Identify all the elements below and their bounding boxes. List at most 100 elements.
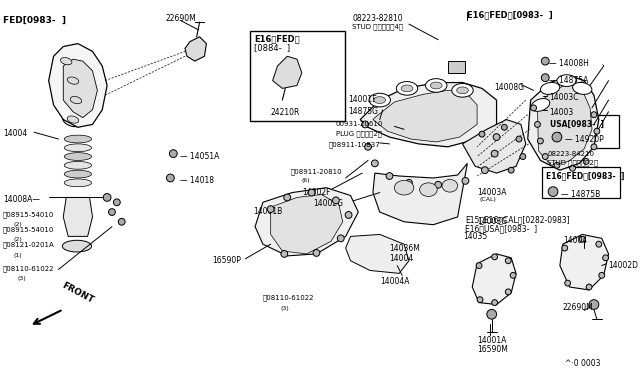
Circle shape bbox=[284, 194, 291, 201]
Text: 14003G: 14003G bbox=[477, 217, 508, 226]
Text: 08223-84210: 08223-84210 bbox=[547, 151, 594, 157]
Polygon shape bbox=[271, 195, 343, 254]
Text: (3): (3) bbox=[280, 305, 289, 311]
Circle shape bbox=[406, 179, 412, 186]
Circle shape bbox=[548, 187, 558, 196]
Ellipse shape bbox=[394, 180, 414, 195]
Text: (CAL): (CAL) bbox=[479, 198, 496, 202]
Polygon shape bbox=[346, 234, 409, 273]
Circle shape bbox=[166, 174, 174, 182]
Polygon shape bbox=[63, 59, 97, 118]
Circle shape bbox=[479, 131, 485, 137]
Text: 14002D: 14002D bbox=[609, 261, 639, 270]
Text: 14004: 14004 bbox=[3, 129, 27, 138]
Circle shape bbox=[589, 300, 599, 310]
Circle shape bbox=[113, 199, 120, 206]
Circle shape bbox=[552, 132, 562, 142]
Ellipse shape bbox=[401, 85, 413, 92]
Circle shape bbox=[542, 154, 548, 160]
Circle shape bbox=[508, 167, 514, 173]
Circle shape bbox=[492, 150, 498, 157]
Circle shape bbox=[477, 297, 483, 302]
Text: E15，E16（CAL）[0282-0983]: E15，E16（CAL）[0282-0983] bbox=[465, 215, 570, 224]
Circle shape bbox=[487, 310, 497, 319]
Polygon shape bbox=[560, 234, 609, 290]
Circle shape bbox=[492, 300, 497, 305]
Text: E16（FED）[0983-  ]: E16（FED）[0983- ] bbox=[546, 171, 625, 180]
Circle shape bbox=[596, 241, 602, 247]
Ellipse shape bbox=[452, 84, 473, 97]
Circle shape bbox=[109, 209, 115, 215]
Text: 14004A: 14004A bbox=[380, 277, 409, 286]
Circle shape bbox=[476, 263, 482, 269]
Text: FRONT: FRONT bbox=[60, 280, 95, 305]
Text: STUD スタッド（2）: STUD スタッド（2） bbox=[547, 160, 598, 166]
Text: FED[0983-  ]: FED[0983- ] bbox=[3, 16, 66, 25]
Ellipse shape bbox=[557, 75, 577, 86]
Ellipse shape bbox=[62, 240, 92, 252]
Text: (2): (2) bbox=[13, 222, 22, 227]
Polygon shape bbox=[273, 56, 302, 89]
Circle shape bbox=[586, 284, 592, 290]
Ellipse shape bbox=[67, 77, 79, 84]
Text: E16（FED）: E16（FED） bbox=[254, 34, 300, 43]
Circle shape bbox=[516, 136, 522, 142]
Text: 24210R: 24210R bbox=[271, 108, 300, 117]
Text: 22690M: 22690M bbox=[563, 302, 593, 312]
Ellipse shape bbox=[65, 93, 86, 107]
Text: 08223-82810: 08223-82810 bbox=[353, 15, 403, 23]
Text: — 14875B: — 14875B bbox=[561, 190, 600, 199]
Circle shape bbox=[493, 134, 500, 141]
Text: 16590P: 16590P bbox=[212, 256, 241, 265]
Ellipse shape bbox=[64, 161, 92, 169]
Ellipse shape bbox=[531, 99, 550, 111]
Circle shape bbox=[599, 272, 605, 278]
Text: — 14008H: — 14008H bbox=[549, 59, 589, 68]
Text: 14036M: 14036M bbox=[390, 244, 420, 253]
Circle shape bbox=[506, 289, 511, 295]
Circle shape bbox=[170, 150, 177, 157]
Text: ⓝ08911-10837: ⓝ08911-10837 bbox=[329, 141, 381, 148]
Circle shape bbox=[506, 258, 511, 264]
Circle shape bbox=[371, 160, 378, 167]
Bar bbox=[448, 61, 465, 73]
Circle shape bbox=[118, 218, 125, 225]
Text: E16（USA）[0983-  ]: E16（USA）[0983- ] bbox=[465, 225, 538, 234]
Ellipse shape bbox=[426, 78, 447, 92]
Polygon shape bbox=[373, 163, 467, 225]
Circle shape bbox=[554, 163, 560, 168]
Text: 14003: 14003 bbox=[549, 108, 573, 117]
Text: ⒱08121-0201A: ⒱08121-0201A bbox=[3, 241, 54, 248]
Circle shape bbox=[435, 182, 442, 188]
Polygon shape bbox=[463, 119, 526, 173]
Ellipse shape bbox=[442, 179, 458, 192]
Ellipse shape bbox=[369, 93, 390, 107]
Polygon shape bbox=[63, 198, 93, 236]
Circle shape bbox=[564, 280, 571, 286]
Text: E16（FED）[0983-  ]: E16（FED）[0983- ] bbox=[467, 10, 553, 19]
Ellipse shape bbox=[64, 135, 92, 143]
Text: STUD スタッド（4）: STUD スタッド（4） bbox=[353, 23, 404, 30]
Text: 14875G: 14875G bbox=[349, 107, 379, 116]
Circle shape bbox=[583, 158, 589, 164]
Text: ^·0 0003: ^·0 0003 bbox=[564, 359, 600, 368]
Text: 14004: 14004 bbox=[390, 254, 413, 263]
Circle shape bbox=[562, 245, 568, 251]
Circle shape bbox=[570, 165, 575, 171]
Polygon shape bbox=[538, 84, 592, 165]
Circle shape bbox=[502, 124, 508, 130]
Circle shape bbox=[481, 167, 488, 174]
Text: [0884-  ]: [0884- ] bbox=[254, 44, 291, 52]
Polygon shape bbox=[360, 83, 497, 147]
Ellipse shape bbox=[396, 81, 418, 95]
Circle shape bbox=[365, 143, 371, 150]
Text: (1): (1) bbox=[13, 253, 22, 258]
FancyBboxPatch shape bbox=[542, 167, 620, 198]
Ellipse shape bbox=[457, 87, 468, 94]
Circle shape bbox=[594, 128, 600, 134]
Text: (3): (3) bbox=[17, 276, 26, 281]
Polygon shape bbox=[49, 44, 107, 127]
Circle shape bbox=[333, 197, 339, 204]
Ellipse shape bbox=[64, 179, 92, 187]
Circle shape bbox=[510, 272, 516, 278]
